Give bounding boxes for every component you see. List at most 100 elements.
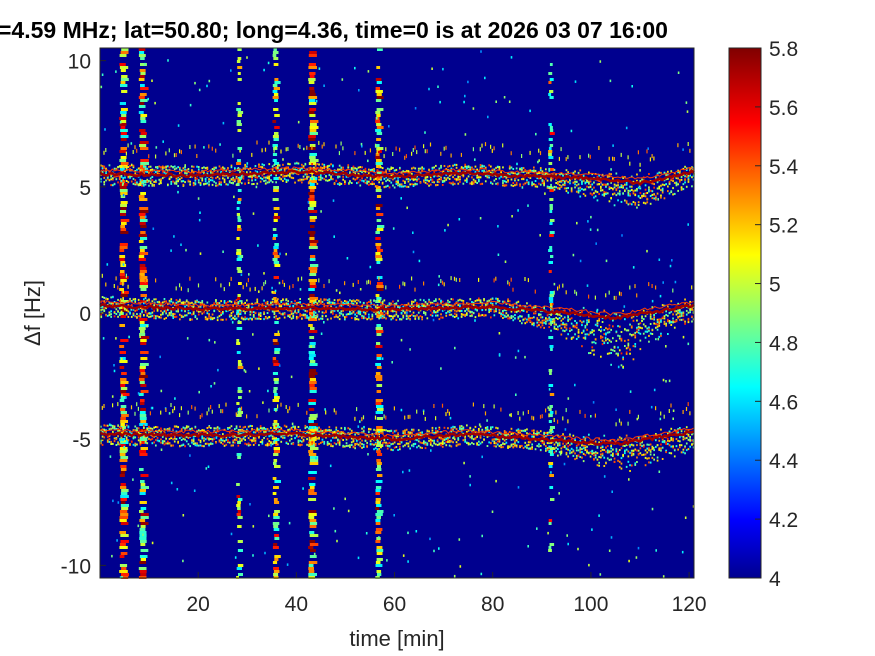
band-cell: [237, 228, 242, 231]
trace-cell: [493, 309, 496, 312]
noise-speck: [653, 388, 656, 392]
trace-cell: [242, 303, 245, 306]
noise-speck: [367, 453, 369, 456]
trace-cell: [541, 316, 544, 319]
trace-spike: [376, 149, 378, 154]
trace-cell: [673, 326, 676, 329]
band-cell: [375, 531, 382, 534]
trace-cell: [450, 309, 453, 312]
noise-speck: [278, 281, 281, 285]
trace-cell: [450, 313, 453, 316]
trace-cell: [203, 305, 205, 307]
trace-cell: [100, 309, 102, 311]
band-cell: [236, 414, 242, 417]
band-cell: [309, 300, 317, 303]
trace-cell: [356, 167, 358, 170]
trace-cell: [100, 306, 102, 309]
trace-cell: [210, 171, 212, 174]
trace-cell: [261, 174, 264, 177]
trace-cell: [247, 304, 250, 307]
trace-cell: [117, 181, 119, 184]
trace-cell: [125, 313, 128, 316]
trace-cell: [277, 301, 279, 304]
trace-cell: [153, 309, 155, 312]
trace-cell: [510, 317, 513, 319]
band-cell: [119, 186, 127, 189]
trace-cell: [366, 307, 368, 310]
trace-spike: [460, 152, 462, 157]
trace-cell: [448, 313, 451, 316]
trace-cell: [357, 166, 360, 169]
trace-cell: [560, 172, 563, 175]
trace-cell: [448, 181, 451, 184]
noise-speck: [346, 257, 349, 260]
trace-cell: [160, 178, 162, 181]
trace-cell: [620, 184, 623, 187]
trace-cell: [132, 166, 135, 169]
band-cell: [274, 510, 280, 513]
trace-cell: [103, 167, 106, 170]
trace-cell: [196, 309, 198, 312]
trace-cell: [325, 298, 327, 301]
trace-cell: [319, 176, 322, 179]
trace-spike: [404, 155, 406, 160]
band-cell: [236, 342, 241, 345]
band-cell: [375, 486, 382, 489]
trace-cell: [481, 169, 484, 172]
trace-cell: [359, 170, 362, 172]
trace-cell: [672, 317, 674, 320]
trace-cell: [103, 436, 106, 439]
band-cell: [139, 411, 146, 414]
trace-cell: [503, 314, 506, 317]
noise-speck: [336, 539, 338, 543]
noise-speck: [687, 342, 690, 346]
trace-cell: [606, 342, 609, 344]
trace-cell: [137, 427, 140, 430]
noise-speck: [177, 124, 180, 127]
trace-cell: [603, 191, 606, 193]
trace-spike: [189, 276, 191, 281]
trace-cell: [273, 313, 276, 316]
noise-speck: [605, 259, 608, 263]
trace-cell: [280, 313, 283, 316]
trace-cell: [414, 178, 417, 181]
trace-cell: [225, 310, 228, 313]
trace-cell: [132, 314, 135, 317]
trace-cell: [435, 314, 437, 317]
trace-cell: [534, 184, 537, 186]
trace-cell: [158, 316, 161, 318]
trace-cell: [302, 178, 305, 181]
band-cell: [140, 192, 146, 195]
trace-cell: [601, 193, 604, 196]
trace-cell: [259, 165, 262, 168]
trace-cell: [160, 166, 162, 169]
trace-cell: [352, 165, 355, 168]
trace-cell: [399, 306, 401, 309]
band-cell: [138, 318, 148, 321]
trace-cell: [641, 317, 643, 319]
trace-cell: [469, 166, 472, 169]
noise-speck: [392, 227, 395, 230]
noise-speck: [672, 409, 675, 412]
trace-cell: [689, 169, 691, 172]
trace-cell: [636, 173, 638, 176]
trace-cell: [402, 179, 405, 182]
band-cell: [550, 348, 553, 351]
trace-cell: [185, 169, 188, 172]
trace-cell: [170, 311, 173, 314]
noise-speck: [101, 73, 104, 76]
band-cell: [375, 162, 383, 165]
trace-cell: [648, 329, 650, 332]
trace-cell: [667, 173, 669, 176]
noise-speck: [109, 423, 111, 426]
trace-cell: [230, 300, 233, 303]
trace-cell: [122, 297, 124, 300]
trace-cell: [283, 316, 286, 319]
band-cell: [272, 228, 277, 231]
trace-cell: [294, 310, 296, 313]
trace-cell: [606, 175, 609, 178]
trace-cell: [362, 311, 365, 314]
trace-cell: [407, 309, 410, 312]
trace-cell: [199, 184, 202, 186]
noise-speck: [267, 389, 269, 393]
